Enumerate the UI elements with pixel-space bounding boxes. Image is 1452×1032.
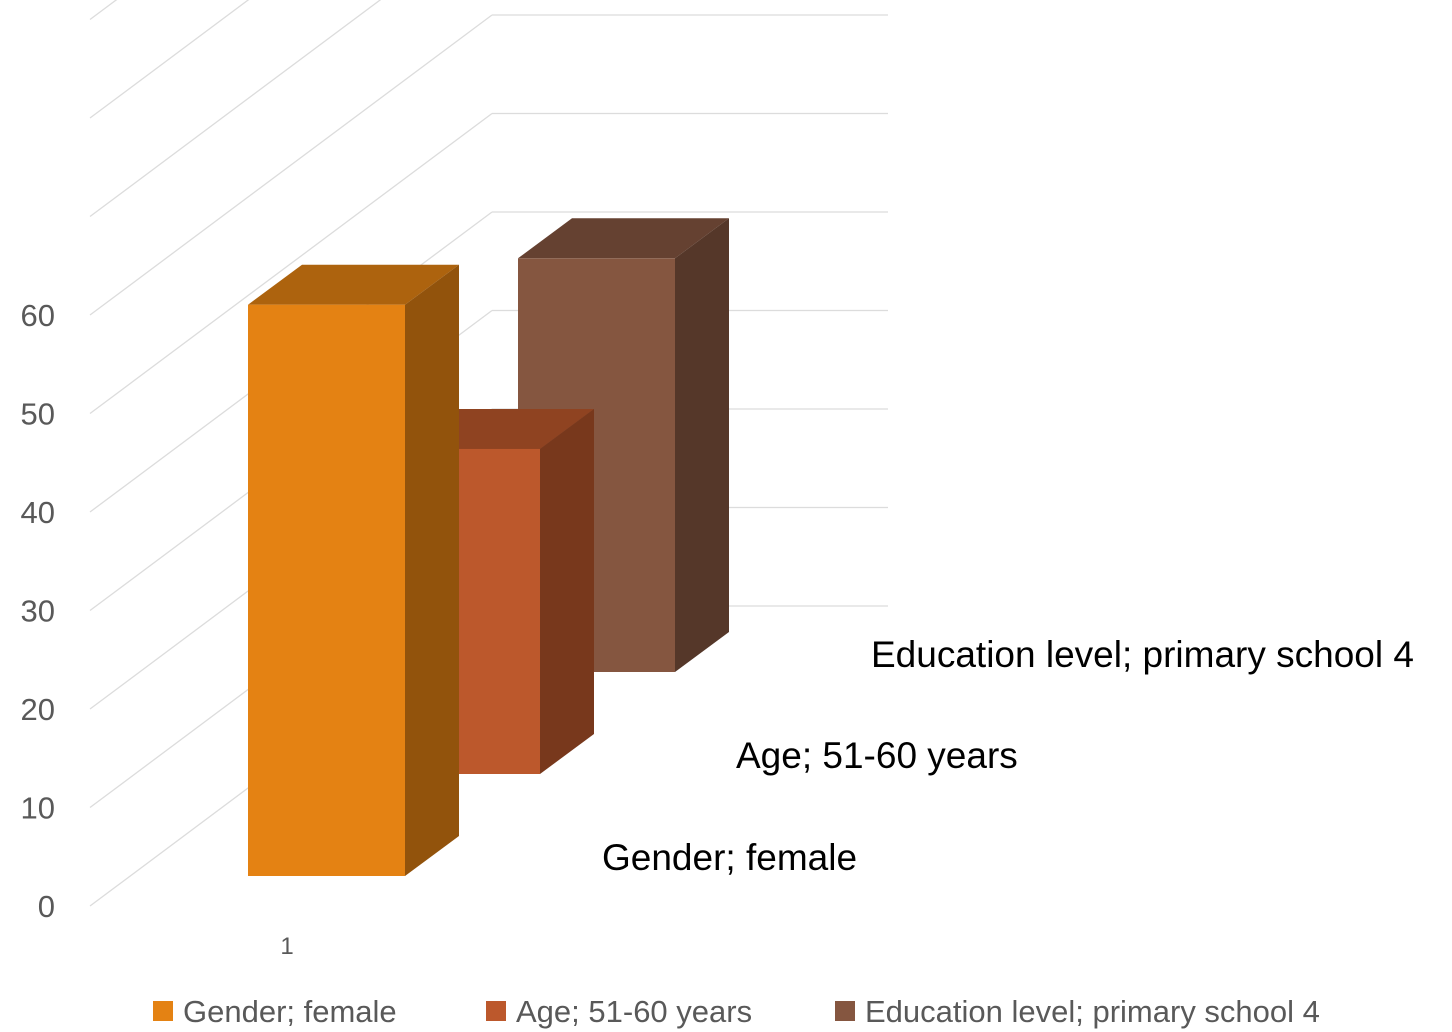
gridline-diagonal [89,112,493,415]
bar-side-face [540,408,594,774]
bar-front-face [248,304,405,876]
legend-label: Age; 51-60 years [516,994,752,1029]
y-tick-label: 60 [21,298,55,333]
x-axis-ticks: 1 [280,933,293,960]
bar-side-face [405,264,459,876]
legend-item: Gender; female [153,994,397,1029]
series-depth-label: Gender; female [602,837,857,878]
y-tick-label: 40 [21,495,55,530]
bars [248,218,729,876]
y-axis-ticks: 0 10 20 30 40 50 60 [21,298,55,924]
series-depth-label: Education level; primary school 4 [871,634,1414,675]
gridline-diagonal [89,0,118,21]
y-tick-label: 10 [21,791,55,826]
bar-side-face [675,218,729,673]
y-tick-label: 30 [21,594,55,629]
y-tick-label: 20 [21,692,55,727]
legend-swatch [835,1001,855,1021]
gridline-diagonal [89,0,382,218]
legend-swatch [153,1001,173,1021]
bar-1 [248,264,459,876]
legend-item: Age; 51-60 years [486,994,752,1029]
x-tick-label: 1 [280,933,293,960]
gridline-diagonal [89,14,493,316]
legend-label: Education level; primary school 4 [865,994,1320,1029]
gridline-diagonal [89,0,250,119]
series-depth-label: Age; 51-60 years [736,735,1018,776]
bar-top-face [518,218,729,259]
y-tick-label: 0 [38,889,55,924]
legend: Gender; female Age; 51-60 years Education … [153,994,1320,1029]
legend-label: Gender; female [183,994,397,1029]
legend-swatch [486,1001,506,1021]
y-tick-label: 50 [21,397,55,432]
legend-item: Education level; primary school 4 [835,994,1320,1029]
bar-top-face [248,264,459,305]
series-depth-labels: Gender; female Age; 51-60 years Education … [602,634,1414,878]
